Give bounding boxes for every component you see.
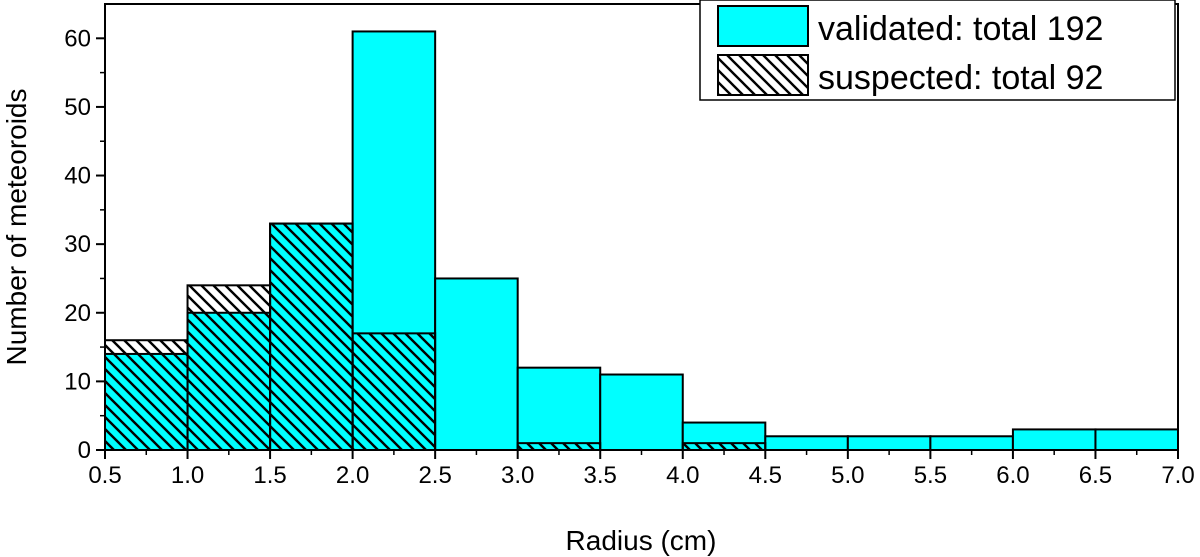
x-axis: 0.5 1.0 1.5 2.0 2.5 3.0 3.5 4.0 4.5 5.0 5.5 6.0 6.5 7… (88, 450, 1195, 489)
x-tick-label: 3.0 (501, 462, 534, 489)
bar-validated-5 (516, 366, 602, 451)
bar-validated-8 (764, 435, 849, 451)
bar-validated-4 (434, 277, 519, 452)
x-tick-label: 6.0 (996, 462, 1029, 489)
x-tick-label: 6.5 (1079, 462, 1112, 489)
bar-suspected-7 (681, 442, 767, 451)
x-tick-label: 7.0 (1161, 462, 1194, 489)
x-tick-label: 3.5 (584, 462, 617, 489)
y-axis-title: Number of meteoroids (1, 88, 32, 365)
x-tick-label: 5.5 (914, 462, 947, 489)
y-tick-label: 50 (64, 94, 91, 121)
legend: validated: total 192 suspected: total 92 (699, 0, 1176, 101)
bar-validated-10 (929, 435, 1014, 451)
y-tick-label: 40 (64, 163, 91, 190)
bar-validated-11 (1011, 428, 1097, 451)
bar-suspected-3 (351, 332, 437, 452)
legend-swatch-validated (717, 5, 809, 47)
x-tick-label: 2.0 (336, 462, 369, 489)
x-axis-title: Radius (cm) (566, 525, 717, 556)
y-tick-label: 0 (78, 437, 91, 464)
y-tick-label: 30 (64, 231, 91, 258)
bar-suspected-1 (186, 284, 272, 452)
bar-suspected-0 (104, 339, 189, 452)
x-tick-label: 2.5 (418, 462, 451, 489)
y-axis: 0 10 20 30 40 50 60 (64, 25, 105, 464)
x-tick-label: 5.0 (831, 462, 864, 489)
suspected-bars (104, 222, 767, 452)
x-tick-label: 4.5 (749, 462, 782, 489)
x-tick-label: 0.5 (88, 462, 121, 489)
y-tick-label: 10 (64, 368, 91, 395)
y-tick-label: 60 (64, 25, 91, 52)
x-tick-label: 4.0 (666, 462, 699, 489)
bar-suspected-5 (516, 442, 602, 451)
legend-label-suspected: suspected: total 92 (818, 59, 1103, 97)
y-tick-label: 20 (64, 300, 91, 327)
bar-suspected-2 (269, 222, 354, 451)
legend-swatch-suspected (717, 54, 809, 96)
x-tick-label: 1.0 (171, 462, 204, 489)
legend-label-validated: validated: total 192 (818, 10, 1103, 48)
bar-validated-6 (599, 373, 684, 451)
x-tick-label: 1.5 (253, 462, 286, 489)
bar-validated-9 (846, 435, 932, 451)
bar-validated-12 (1094, 428, 1180, 451)
